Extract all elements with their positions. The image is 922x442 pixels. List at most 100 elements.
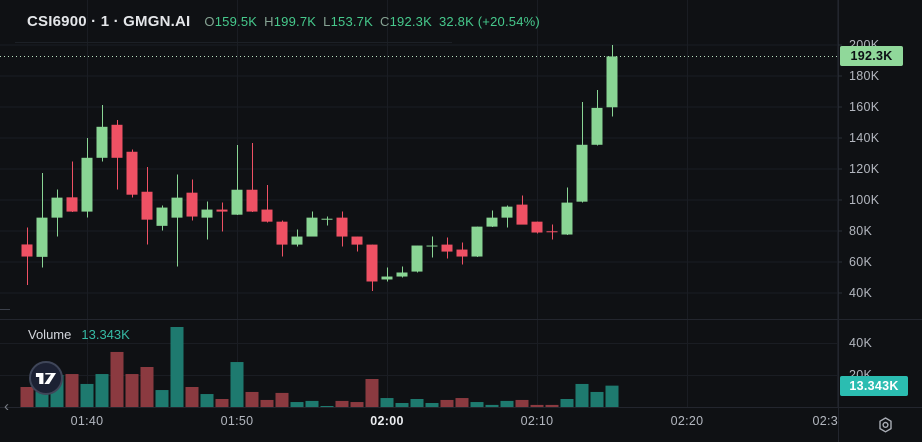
candle-body [351,236,363,245]
volume-bar [335,400,349,407]
time-tick-label: 02:20 [670,414,704,428]
high-key: H [264,14,274,29]
volume-bar [20,387,34,407]
price-tick-label: 40K [849,285,873,300]
candle-body [111,124,123,158]
time-tick-label: 02:10 [520,414,554,428]
open-key: O [204,14,215,29]
low-value: 153.7K [330,14,373,29]
volume-bar [230,362,244,407]
time-tick-label: 02:00 [370,414,404,428]
close-key: C [379,14,390,29]
volume-value: 13.343K [81,327,130,342]
volume-bar [110,351,124,407]
candle-body [156,207,168,226]
volume-bar [245,391,259,407]
change-volume: 32.8K [438,14,474,29]
candle-body [366,244,378,282]
candle-body [216,209,228,212]
volume-bar [305,400,319,407]
candle-body [96,126,108,158]
price-tick-label: 80K [849,223,873,238]
tradingview-logo-icon [35,372,57,384]
candle-body [516,204,528,225]
candle-body [36,217,48,257]
volume-bar [455,398,469,407]
scroll-left-chevron[interactable]: ‹ [4,398,9,415]
candle-body [411,245,423,272]
candle-body [561,202,573,235]
candle-body [591,107,603,145]
price-tick-label: 60K [849,254,873,269]
volume-bar [515,399,529,407]
volume-bar [410,399,424,407]
volume-bar [365,379,379,407]
high-value: 199.7K [273,14,317,29]
symbol-title[interactable]: CSI6900 · 1 · GMGN.AI [27,13,191,30]
legend-underline [15,42,452,43]
candle-body [276,221,288,245]
candle-body [21,244,33,257]
candle-body [231,189,243,215]
candle-body [471,226,483,257]
volume-bar [470,402,484,407]
tradingview-logo[interactable] [29,361,63,395]
candle-body [171,197,183,218]
candle-body [336,217,348,237]
volume-bar [530,404,544,407]
price-tick-label: 160K [849,99,880,114]
candle-body [381,276,393,280]
volume-label: Volume [28,327,72,342]
volume-bar [200,394,214,407]
price-tick-label: 120K [849,161,880,176]
volume-bar [395,403,409,407]
legend-ohlc: O159.5K H199.7K L153.7K C192.3K 32.8K (+20.5… [204,14,540,29]
volume-bar [575,383,589,407]
volume-bar [500,400,514,407]
candle-body [126,151,138,195]
volume-bar [65,374,79,407]
volume-legend: Volume 13.343K [28,327,130,342]
candle-body [441,244,453,252]
volume-tick-label: 40K [849,336,873,350]
candle-body [51,197,63,218]
candle-body [501,206,513,218]
candle-body [186,192,198,217]
volume-bar [275,392,289,407]
volume-bar [605,385,619,407]
candle-body [396,272,408,277]
candle-body [486,217,498,227]
candle-body [306,217,318,237]
volume-bar [155,390,169,407]
candle-body [321,218,333,220]
candle-body [291,236,303,245]
volume-bar [215,399,229,407]
volume-bar [545,404,559,407]
candle-body [546,231,558,233]
last-price-badge: 192.3K [840,46,903,67]
legend: CSI6900 · 1 · GMGN.AI O159.5K H199.7K L153.… [27,13,540,31]
volume-bar [170,327,184,407]
candle-body [261,209,273,222]
candle-body [246,189,258,212]
volume-bar [590,391,604,407]
close-value: 192.3K [389,14,432,29]
time-tick-label: 01:40 [70,414,104,428]
time-axis[interactable]: 01:40 01:50 02:00 02:10 02:20 02:3 [0,408,922,442]
price-tick-label: 180K [849,68,880,83]
volume-bar [560,399,574,407]
low-key: L [323,14,331,29]
volume-bar [260,399,274,407]
change-percent: (+20.54%) [477,14,540,29]
candle-body [576,144,588,202]
candle-body [201,209,213,218]
volume-bar [125,374,139,407]
volume-bar [350,402,364,407]
time-tick-label: 01:50 [220,414,254,428]
volume-bar [80,383,94,407]
gear-icon[interactable] [876,416,895,435]
volume-bar [425,403,439,407]
candle-body [531,221,543,233]
